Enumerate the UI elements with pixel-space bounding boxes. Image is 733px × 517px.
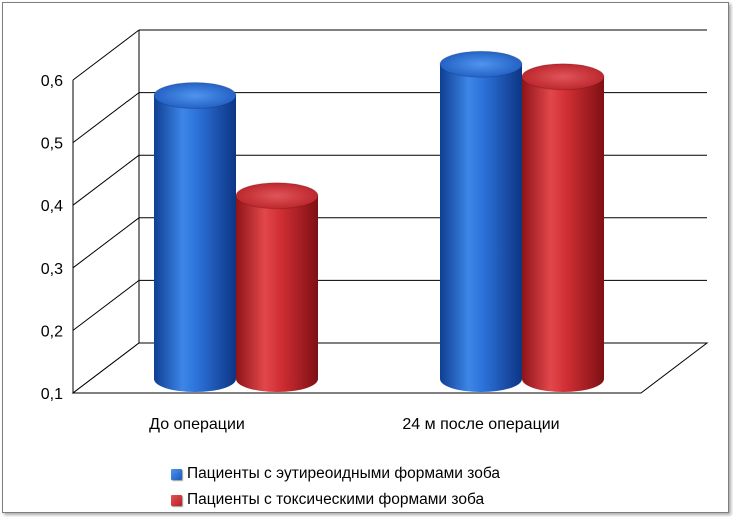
y-tick-label: 0,6 — [41, 73, 63, 90]
bar-1-0 — [439, 50, 523, 392]
bar-top — [521, 63, 605, 91]
bar-top — [235, 182, 319, 210]
chart-plot-area: 0,1 0,2 0,3 0,4 0,5 0,6 До операции 24 м после … — [41, 29, 709, 433]
x-category-label: До операции — [149, 416, 245, 433]
bar-0-0 — [153, 82, 237, 392]
legend-label-series-1: Пациенты с эутиреоидными формами зоба — [187, 465, 500, 482]
bar-top — [153, 82, 237, 110]
bar-body — [440, 64, 522, 392]
gridline-diagonal — [72, 280, 140, 331]
legend-swatch-blue — [171, 468, 182, 480]
y-tick-label: 0,1 — [41, 386, 63, 403]
y-tick-label: 0,2 — [41, 323, 63, 340]
bar-body — [522, 76, 604, 392]
label-layer: 0,1 0,2 0,3 0,4 0,5 0,6 До операции 24 м после … — [41, 73, 560, 433]
legend-item-series-1: Пациенты с эутиреоидными формами зоба — [171, 461, 500, 487]
bar-0-1 — [235, 182, 319, 392]
bar-body — [236, 195, 318, 392]
y-tick-label: 0,4 — [41, 198, 63, 215]
bar-1-1 — [521, 63, 605, 392]
gridline-diagonal — [72, 154, 140, 206]
gridline-diagonal — [72, 92, 140, 143]
legend-swatch-red — [171, 494, 182, 506]
bar-body — [154, 95, 236, 392]
legend-item-series-2: Пациенты с токсическими формами зоба — [171, 487, 500, 513]
gridline-diagonal — [72, 217, 140, 269]
y-tick-label: 0,5 — [41, 136, 63, 153]
gridline-diagonal — [72, 29, 140, 81]
bar-top — [439, 50, 523, 78]
y-tick-label: 0,3 — [41, 261, 63, 278]
legend: Пациенты с эутиреоидными формами зоба Па… — [171, 461, 500, 513]
bar-layer — [153, 50, 605, 392]
legend-label-series-2: Пациенты с токсическими формами зоба — [187, 491, 485, 508]
x-category-label: 24 м после операции — [402, 416, 559, 433]
